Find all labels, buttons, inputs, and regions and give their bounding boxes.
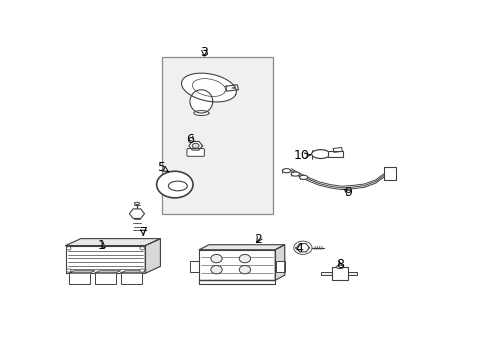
Polygon shape xyxy=(95,271,121,273)
Polygon shape xyxy=(190,90,212,113)
Ellipse shape xyxy=(336,265,343,269)
Polygon shape xyxy=(199,245,284,250)
Circle shape xyxy=(140,247,144,250)
Polygon shape xyxy=(145,239,160,273)
Circle shape xyxy=(156,171,193,198)
Bar xyxy=(121,273,142,284)
Bar xyxy=(327,151,342,157)
Text: 6: 6 xyxy=(185,133,194,146)
Text: 9: 9 xyxy=(344,186,352,199)
Ellipse shape xyxy=(168,181,187,191)
Bar xyxy=(383,167,395,180)
Ellipse shape xyxy=(311,150,329,158)
Polygon shape xyxy=(332,148,342,152)
Polygon shape xyxy=(69,271,95,273)
Text: 3: 3 xyxy=(200,46,208,59)
Ellipse shape xyxy=(134,202,139,204)
Polygon shape xyxy=(275,245,284,280)
Polygon shape xyxy=(199,250,275,280)
Circle shape xyxy=(210,266,222,274)
Polygon shape xyxy=(65,246,145,273)
Circle shape xyxy=(239,255,250,263)
FancyBboxPatch shape xyxy=(186,149,204,156)
Bar xyxy=(161,57,273,214)
Ellipse shape xyxy=(299,175,307,179)
Text: 1: 1 xyxy=(98,239,106,252)
Ellipse shape xyxy=(193,111,208,116)
Text: 10: 10 xyxy=(293,149,309,162)
Bar xyxy=(321,272,356,275)
Circle shape xyxy=(239,266,250,274)
Circle shape xyxy=(192,143,199,148)
Circle shape xyxy=(66,269,71,272)
Polygon shape xyxy=(121,271,146,273)
Text: 5: 5 xyxy=(157,161,165,174)
Polygon shape xyxy=(225,85,238,91)
Text: 4: 4 xyxy=(295,242,303,255)
Bar xyxy=(331,267,347,280)
Bar xyxy=(189,261,199,272)
Bar xyxy=(69,273,90,284)
Circle shape xyxy=(140,269,144,272)
Text: 8: 8 xyxy=(335,258,344,271)
Ellipse shape xyxy=(282,168,290,173)
Polygon shape xyxy=(65,239,160,246)
Bar xyxy=(275,261,285,272)
Text: 2: 2 xyxy=(254,233,262,246)
Polygon shape xyxy=(181,73,236,102)
Text: 7: 7 xyxy=(140,226,148,239)
Polygon shape xyxy=(188,141,202,150)
Circle shape xyxy=(66,247,71,250)
Polygon shape xyxy=(296,244,309,252)
Ellipse shape xyxy=(290,172,299,176)
Bar xyxy=(95,273,116,284)
Circle shape xyxy=(210,255,222,263)
